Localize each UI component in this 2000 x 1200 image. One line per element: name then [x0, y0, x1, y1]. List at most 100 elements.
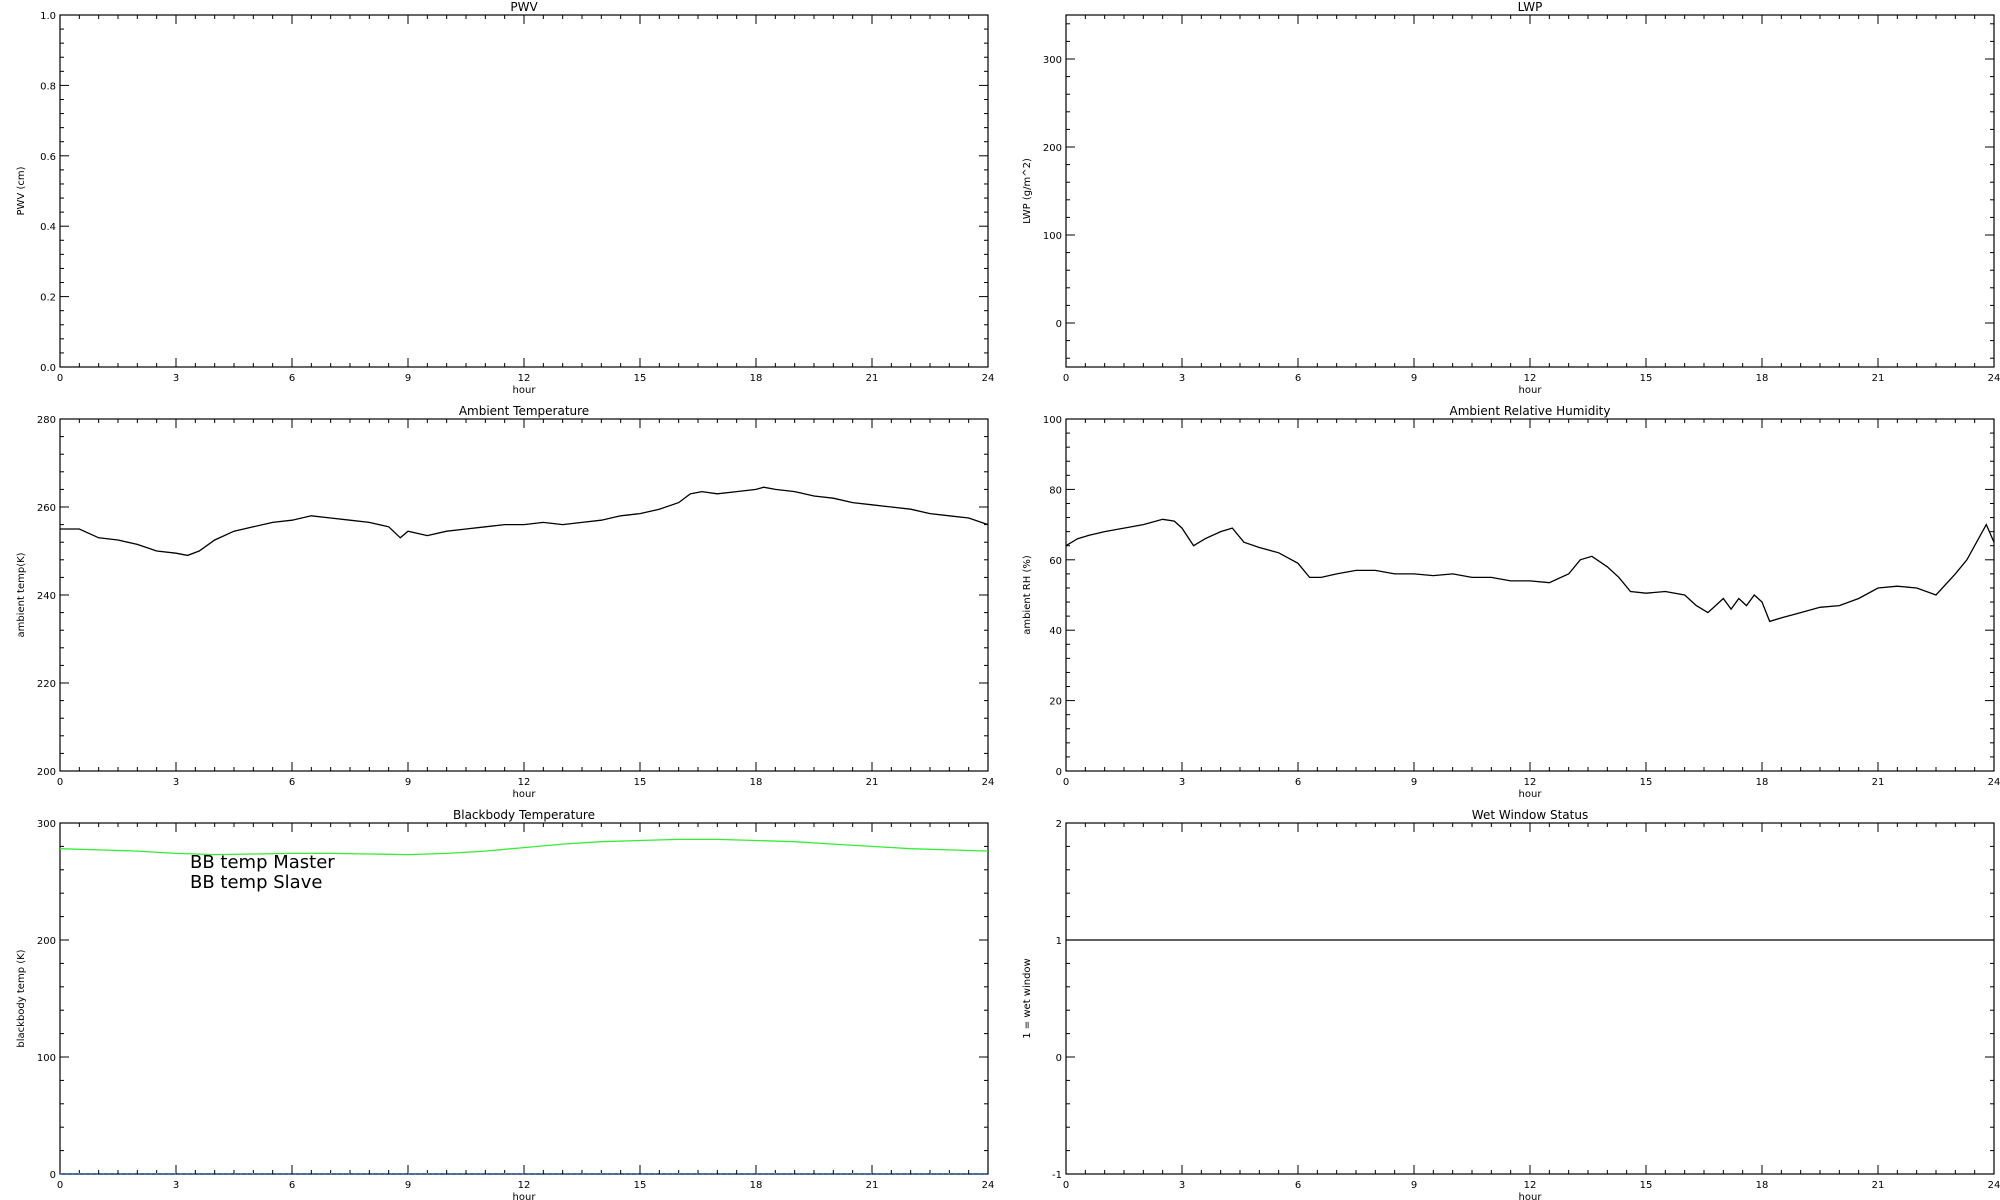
- y-tick-label: 0.8: [40, 81, 56, 92]
- y-tick-label: 300: [1043, 55, 1062, 66]
- chart-panel-2: LWP hour LWP (g/m^2) 0 3 6 9 12 15 18 21 24 0 100 200 3…: [1022, 0, 2000, 396]
- x-tick-label: 3: [1179, 1180, 1185, 1191]
- series-line-1: [60, 486, 989, 557]
- y-tick-label: -1: [1052, 1170, 1062, 1181]
- x-tick-label: 12: [518, 777, 531, 788]
- y-tick-label: 2: [1056, 819, 1062, 830]
- x-tick-label: 12: [518, 1180, 531, 1191]
- x-tick-label: 3: [1179, 373, 1185, 384]
- x-axis-label: hour: [513, 385, 537, 396]
- y-tick-label: 280: [37, 415, 56, 426]
- x-tick-label: 9: [1411, 1180, 1417, 1191]
- x-tick-label: 6: [1295, 1180, 1301, 1191]
- x-tick-label: 21: [866, 1180, 879, 1191]
- chart-title: Wet Window Status: [1472, 808, 1588, 822]
- y-axis-label: LWP (g/m^2): [1022, 158, 1033, 224]
- x-tick-label: 12: [518, 373, 531, 384]
- x-tick-label: 15: [634, 1180, 647, 1191]
- x-tick-label: 18: [750, 1180, 763, 1191]
- legend-entry: BB temp Slave: [190, 872, 322, 893]
- x-axis-label: hour: [1519, 1192, 1543, 1200]
- x-tick-label: 24: [982, 373, 995, 384]
- x-axis-label: hour: [1519, 385, 1543, 396]
- chart-panel-4: Ambient Relative Humidity hour ambient RH …: [1022, 404, 2000, 800]
- plot-frame: [59, 14, 989, 368]
- x-tick-label: 6: [289, 1180, 295, 1191]
- x-tick-label: 24: [982, 1180, 995, 1191]
- x-tick-label: 3: [173, 373, 179, 384]
- x-tick-label: 18: [1756, 1180, 1769, 1191]
- chart-panel-6: Wet Window Status hour 1 = wet window 0 3 6 9 1…: [1022, 808, 2000, 1200]
- x-tick-label: 21: [866, 373, 879, 384]
- x-tick-label: 15: [634, 373, 647, 384]
- plot-frame: [1065, 418, 1995, 772]
- y-tick-label: 100: [1043, 415, 1062, 426]
- chart-title: Ambient Temperature: [459, 404, 589, 418]
- y-tick-label: 0: [1056, 767, 1062, 778]
- x-axis-label: hour: [1519, 789, 1543, 800]
- y-tick-label: 0: [50, 1170, 56, 1181]
- y-tick-label: 200: [37, 767, 56, 778]
- x-tick-label: 0: [57, 777, 63, 788]
- x-tick-label: 21: [1872, 373, 1885, 384]
- y-axis-label: 1 = wet window: [1022, 958, 1033, 1038]
- chart-title: Ambient Relative Humidity: [1450, 404, 1611, 418]
- x-tick-label: 21: [866, 777, 879, 788]
- chart-panel-3: Ambient Temperature hour ambient temp(K) 0 3…: [16, 404, 994, 800]
- y-tick-label: 260: [37, 503, 56, 514]
- series-line-2: [59, 838, 989, 856]
- x-axis-label: hour: [513, 789, 537, 800]
- x-tick-label: 12: [1524, 373, 1537, 384]
- legend-entry: BB temp Master: [190, 852, 335, 873]
- y-tick-label: 20: [1049, 697, 1062, 708]
- chart-panel-1: PWV hour PWV (cm) 0 3 6 9 12 15 18 21 24 0.0 0.2 0.4 0.…: [16, 0, 994, 396]
- x-tick-label: 9: [405, 1180, 411, 1191]
- y-tick-label: 240: [37, 591, 56, 602]
- plot-frame: [59, 418, 989, 772]
- y-tick-label: 200: [37, 936, 56, 947]
- x-tick-label: 9: [1411, 373, 1417, 384]
- y-tick-label: 1.0: [40, 11, 56, 22]
- x-tick-label: 0: [1063, 1180, 1069, 1191]
- x-tick-label: 15: [1640, 373, 1653, 384]
- x-tick-label: 21: [1872, 777, 1885, 788]
- x-tick-label: 18: [750, 373, 763, 384]
- y-tick-label: 80: [1049, 485, 1062, 496]
- y-axis-label: blackbody temp (K): [16, 949, 27, 1047]
- x-tick-label: 18: [1756, 777, 1769, 788]
- x-tick-label: 21: [1872, 1180, 1885, 1191]
- x-axis-label: hour: [513, 1192, 537, 1200]
- chart-title: LWP: [1518, 0, 1543, 14]
- y-tick-label: 0.2: [40, 293, 56, 304]
- x-tick-label: 15: [1640, 777, 1653, 788]
- x-tick-label: 0: [57, 373, 63, 384]
- y-tick-label: 100: [1043, 231, 1062, 242]
- y-tick-label: 60: [1049, 556, 1062, 567]
- y-tick-label: 220: [37, 679, 56, 690]
- chart-title: Blackbody Temperature: [453, 808, 595, 822]
- y-tick-label: 100: [37, 1053, 56, 1064]
- x-tick-label: 24: [982, 777, 995, 788]
- series-line-1: [1065, 518, 1995, 623]
- x-tick-label: 15: [1640, 1180, 1653, 1191]
- x-tick-label: 15: [634, 777, 647, 788]
- x-tick-label: 6: [289, 777, 295, 788]
- x-tick-label: 24: [1988, 1180, 2000, 1191]
- x-tick-label: 12: [1524, 1180, 1537, 1191]
- y-tick-label: 1: [1056, 936, 1062, 947]
- x-tick-label: 0: [1063, 777, 1069, 788]
- x-tick-label: 18: [1756, 373, 1769, 384]
- x-tick-label: 9: [1411, 777, 1417, 788]
- y-tick-label: 40: [1049, 626, 1062, 637]
- x-tick-label: 3: [173, 777, 179, 788]
- y-tick-label: 0: [1056, 319, 1062, 330]
- x-tick-label: 3: [173, 1180, 179, 1191]
- y-tick-label: 0.4: [40, 222, 56, 233]
- y-tick-label: 0.0: [40, 363, 56, 374]
- y-tick-label: 0: [1056, 1053, 1062, 1064]
- chart-panel-5: Blackbody Temperature hour blackbody temp …: [16, 808, 994, 1200]
- x-tick-label: 6: [1295, 373, 1301, 384]
- x-tick-label: 12: [1524, 777, 1537, 788]
- y-axis-label: PWV (cm): [16, 166, 27, 215]
